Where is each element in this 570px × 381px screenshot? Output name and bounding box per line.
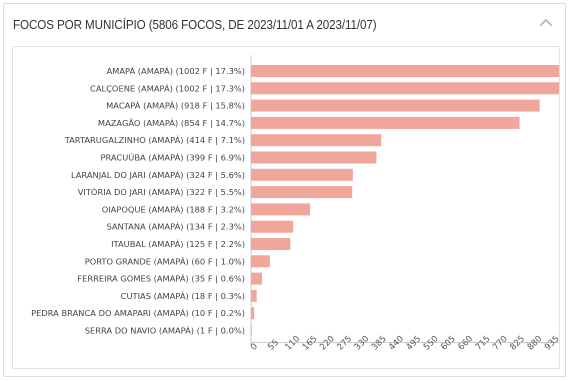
category-label: SANTANA (AMAPÁ) (134 F | 2.3%) bbox=[106, 221, 245, 232]
bar[interactable] bbox=[251, 151, 377, 164]
x-tick-label: 935 bbox=[543, 334, 559, 353]
x-tick-label: 715 bbox=[474, 334, 493, 353]
chart-area: AMAPÁ (AMAPÁ) (1002 F | 17.3%) CALÇOENE (… bbox=[12, 46, 560, 369]
x-tick-label: 385 bbox=[370, 334, 389, 353]
bar-chart: AMAPÁ (AMAPÁ) (1002 F | 17.3%) CALÇOENE (… bbox=[31, 55, 559, 353]
category-label: PORTO GRANDE (AMAPÁ) (60 F | 1.0%) bbox=[85, 255, 245, 266]
category-label: PRACUÚBA (AMAPÁ) (399 F | 6.9%) bbox=[100, 152, 245, 163]
x-tick-label: 440 bbox=[387, 334, 406, 353]
bar[interactable] bbox=[251, 203, 311, 216]
bar[interactable] bbox=[251, 82, 559, 95]
category-label: MACAPÁ (AMAPÁ) (918 F | 15.8%) bbox=[106, 100, 245, 111]
category-label: SERRA DO NAVIO (AMAPÁ) (1 F | 0.0%) bbox=[85, 325, 245, 336]
bar[interactable] bbox=[251, 307, 255, 320]
x-tick-label: 660 bbox=[457, 334, 476, 353]
category-label: TARTARUGALZINHO (AMAPÁ) (414 F | 7.1%) bbox=[64, 134, 245, 145]
panel-header: FOCOS POR MUNICÍPIO (5806 FOCOS, DE 2023… bbox=[4, 4, 565, 44]
x-tick-label: 330 bbox=[353, 334, 372, 353]
category-label: PEDRA BRANCA DO AMAPARI (AMAPÁ) (10 F | … bbox=[31, 307, 245, 318]
x-tick-label: 605 bbox=[439, 334, 458, 353]
category-label: CUTIAS (AMAPÁ) (18 F | 0.3%) bbox=[121, 290, 245, 301]
bar[interactable] bbox=[251, 238, 291, 250]
x-tick-label: 275 bbox=[336, 334, 355, 353]
bar[interactable] bbox=[251, 99, 540, 112]
x-tick-label: 55 bbox=[266, 338, 281, 353]
chevron-up-icon[interactable] bbox=[537, 14, 555, 32]
x-tick-label: 220 bbox=[318, 334, 337, 353]
category-label: LARANJAL DO JARI (AMAPÁ) (324 F | 5.6%) bbox=[71, 169, 245, 180]
chart-panel: FOCOS POR MUNICÍPIO (5806 FOCOS, DE 2023… bbox=[3, 3, 566, 377]
bar[interactable] bbox=[251, 255, 270, 268]
bar[interactable] bbox=[251, 168, 353, 181]
bar[interactable] bbox=[251, 134, 382, 147]
bar[interactable] bbox=[251, 289, 257, 302]
x-tick-label: 495 bbox=[405, 334, 424, 353]
category-label: ITAUBAL (AMAPÁ) (125 F | 2.2%) bbox=[111, 238, 245, 249]
panel-title: FOCOS POR MUNICÍPIO (5806 FOCOS, DE 2023… bbox=[13, 18, 377, 32]
category-label: AMAPÁ (AMAPÁ) (1002 F | 17.3%) bbox=[107, 65, 246, 76]
category-label: CALÇOENE (AMAPÁ) (1002 F | 17.3%) bbox=[90, 82, 245, 93]
bar[interactable] bbox=[251, 272, 263, 285]
x-tick-label: 770 bbox=[491, 334, 510, 353]
bar[interactable] bbox=[251, 186, 353, 199]
x-tick-label: 165 bbox=[301, 334, 320, 353]
category-label: OIAPOQUE (AMAPÁ) (188 F | 3.2%) bbox=[102, 203, 245, 214]
category-label: MAZAGÃO (AMAPÁ) (854 F | 14.7%) bbox=[98, 117, 245, 128]
bar[interactable] bbox=[251, 220, 294, 233]
category-label: VITÓRIA DO JARI (AMAPÁ) (322 F | 5.5%) bbox=[78, 186, 245, 197]
x-tick-label: 110 bbox=[284, 334, 303, 353]
bar[interactable] bbox=[251, 324, 252, 337]
x-tick-label: 550 bbox=[422, 334, 441, 353]
x-tick-label: 825 bbox=[508, 334, 527, 353]
category-label: FERREIRA GOMES (AMAPÁ) (35 F | 0.6%) bbox=[77, 273, 245, 284]
bar[interactable] bbox=[251, 65, 559, 77]
x-tick-label: 0 bbox=[249, 342, 260, 353]
x-tick-label: 880 bbox=[526, 334, 545, 353]
bar[interactable] bbox=[251, 116, 520, 129]
